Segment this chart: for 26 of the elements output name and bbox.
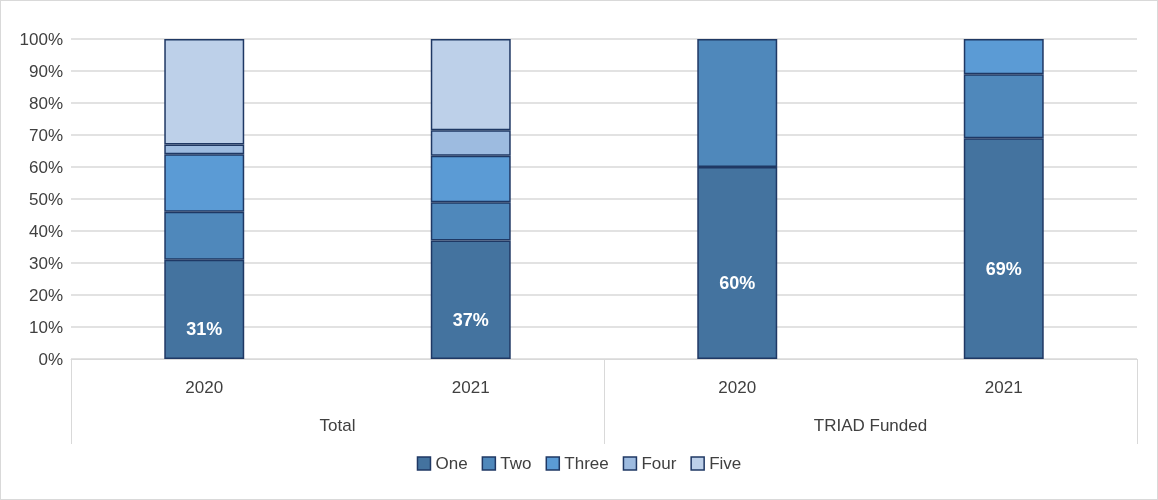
data-label: 37% <box>452 309 489 330</box>
y-tick-label: 0% <box>38 349 63 369</box>
y-tick-label: 20% <box>28 285 63 305</box>
legend-label: Five <box>709 454 742 473</box>
y-tick-label: 10% <box>28 317 63 337</box>
y-tick-label: 100% <box>19 29 63 49</box>
y-tick-label: 60% <box>28 157 63 177</box>
y-tick-label: 90% <box>28 61 63 81</box>
data-label: 69% <box>985 258 1022 279</box>
text: TRIAD Funded <box>813 416 928 435</box>
legend-label: Four <box>641 454 677 473</box>
y-tick-label: 50% <box>28 189 63 209</box>
x-tick-label: 2021 <box>984 378 1023 397</box>
legend-label: Two <box>500 454 532 473</box>
x-tick-label: 2020 <box>185 378 224 397</box>
x-tick-label: 2021 <box>451 378 490 397</box>
y-tick-label: 40% <box>28 221 63 241</box>
y-tick-label: 30% <box>28 253 63 273</box>
text: Total <box>319 416 356 435</box>
data-label: 31% <box>186 319 223 340</box>
legend-label: Three <box>564 454 609 473</box>
x-tick-label: 2020 <box>718 378 757 397</box>
y-tick-label: 80% <box>28 93 63 113</box>
y-tick-label: 70% <box>28 125 63 145</box>
data-label: 60% <box>719 273 756 293</box>
legend-label: One <box>435 454 468 473</box>
